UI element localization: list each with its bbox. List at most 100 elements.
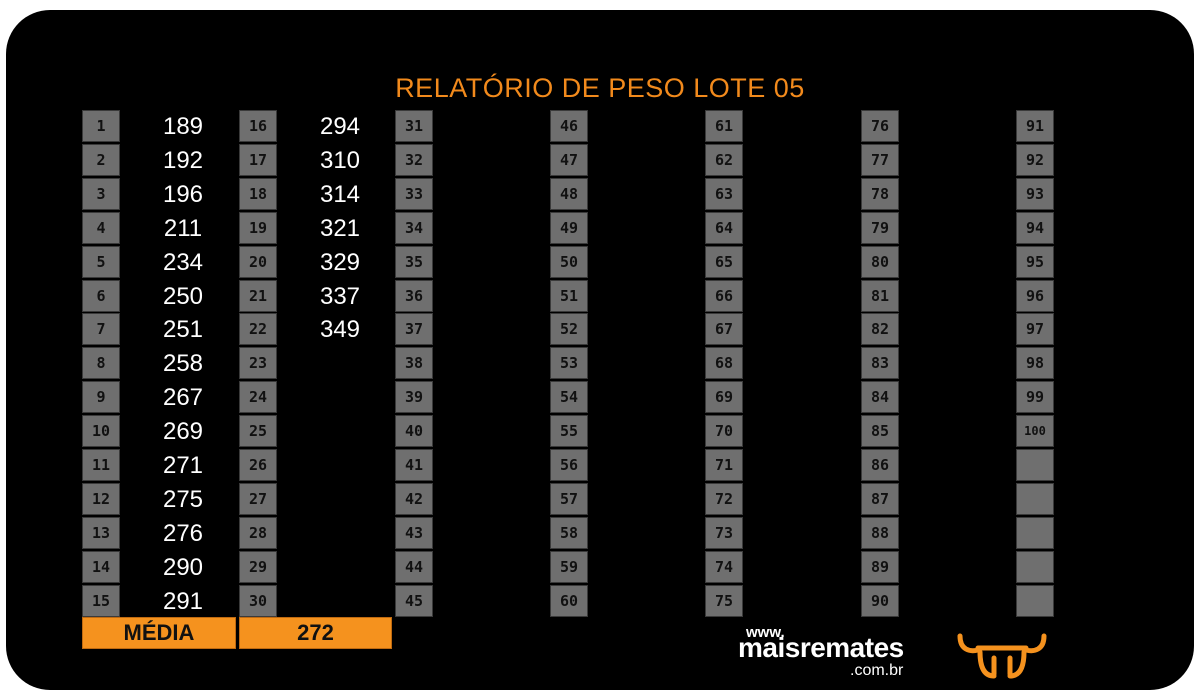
average-value: 272 [239,617,392,649]
item-number: 44 [395,550,433,583]
grid-row: 98 [1016,347,1196,380]
grid-row: 73 [705,516,885,549]
item-number: 98 [1016,347,1054,380]
item-number: 20 [239,245,277,278]
grid-row: 40 [395,415,575,448]
item-number: 87 [861,482,899,515]
item-number: 70 [705,415,743,448]
item-number: 95 [1016,245,1054,278]
item-number: 97 [1016,313,1054,346]
grid-row: 76 [861,110,1041,142]
grid-row: 62 [705,143,885,176]
item-weight: 211 [163,214,203,242]
item-weight: 271 [162,452,204,479]
item-number: 66 [705,279,743,312]
brand-domain: .com.br [850,662,904,679]
item-number: 4 [82,211,120,244]
grid-row: 63 [705,177,885,210]
item-number: 37 [395,313,433,346]
grid-row: 11 271 [82,449,262,481]
grid-row: 43 [395,516,575,549]
grid-row: 23 [239,347,419,380]
grid-row: 44 [395,550,575,583]
item-weight: 258 [162,350,204,378]
item-number: 84 [861,381,899,414]
grid-row: 82 [861,313,1041,346]
grid-row: 9 267 [82,381,262,414]
item-number: 90 [861,584,899,617]
grid-row: 74 [705,550,885,583]
grid-row: 14 290 [82,550,262,583]
item-number: 36 [395,279,433,312]
grid-row: 24 [239,381,419,414]
grid-row: 26 [239,449,419,481]
item-weight: 310 [319,146,361,174]
grid-row: 47 [550,143,730,176]
item-number: 48 [550,177,588,210]
grid-row: 69 [705,381,885,414]
grid-row: 99 [1016,381,1196,414]
item-number: 100 [1016,415,1054,448]
item-number: 21 [239,279,277,312]
grid-row: 84 [861,381,1041,414]
item-number: 67 [705,313,743,346]
item-weight: 234 [162,248,204,276]
grid-row: 5 234 [82,245,262,278]
item-number: 82 [861,313,899,346]
grid-row: 1 189 [82,110,262,142]
grid-row: 72 [705,482,885,515]
item-number: 45 [395,584,433,617]
item-number: 11 [82,449,120,481]
item-number: 79 [861,211,899,244]
item-number: 19 [239,211,277,244]
item-weight: 269 [162,418,204,446]
item-number: 75 [705,584,743,617]
item-number: 83 [861,347,899,380]
item-number: 5 [82,245,120,278]
item-number: 28 [239,516,277,549]
item-number: 59 [550,550,588,583]
item-number: 86 [861,449,899,481]
item-number: 96 [1016,279,1054,312]
item-number: 40 [395,415,433,448]
item-number [1016,516,1054,549]
grid-row: 13 276 [82,516,262,549]
grid-row: 67 [705,313,885,346]
grid-row: 12 275 [82,482,262,515]
grid-row: 10 269 [82,415,262,448]
item-weight: 321 [319,214,361,242]
item-weight: 294 [319,113,361,140]
grid-row: 57 [550,482,730,515]
grid-row: 91 [1016,110,1196,142]
item-number: 23 [239,347,277,380]
grid-row [1016,482,1196,515]
report-board: RELATÓRIO DE PESO LOTE 05 1 189 2 192 3 196 4 2… [6,10,1194,690]
grid-row: 83 [861,347,1041,380]
item-number: 46 [550,110,588,142]
grid-row: 87 [861,482,1041,515]
grid-row [1016,550,1196,583]
item-number: 26 [239,449,277,481]
item-weight: 291 [162,587,204,615]
grid-row: 37 [395,313,575,346]
grid-row: 97 [1016,313,1196,346]
grid-row: 39 [395,381,575,414]
item-weight: 196 [162,180,204,208]
grid-row: 86 [861,449,1041,481]
item-number: 61 [705,110,743,142]
item-number [1016,482,1054,515]
grid-row: 75 [705,584,885,617]
grid-row: 27 [239,482,419,515]
grid-row: 53 [550,347,730,380]
grid-row: 45 [395,584,575,617]
item-number: 10 [82,415,120,448]
grid-row: 3 196 [82,177,262,210]
item-number: 13 [82,516,120,549]
grid-row: 68 [705,347,885,380]
grid-row: 41 [395,449,575,481]
item-number: 58 [550,516,588,549]
report-title: RELATÓRIO DE PESO LOTE 05 [395,73,805,103]
grid-row: 21 337 [239,279,419,312]
grid-row: 89 [861,550,1041,583]
item-number: 55 [550,415,588,448]
